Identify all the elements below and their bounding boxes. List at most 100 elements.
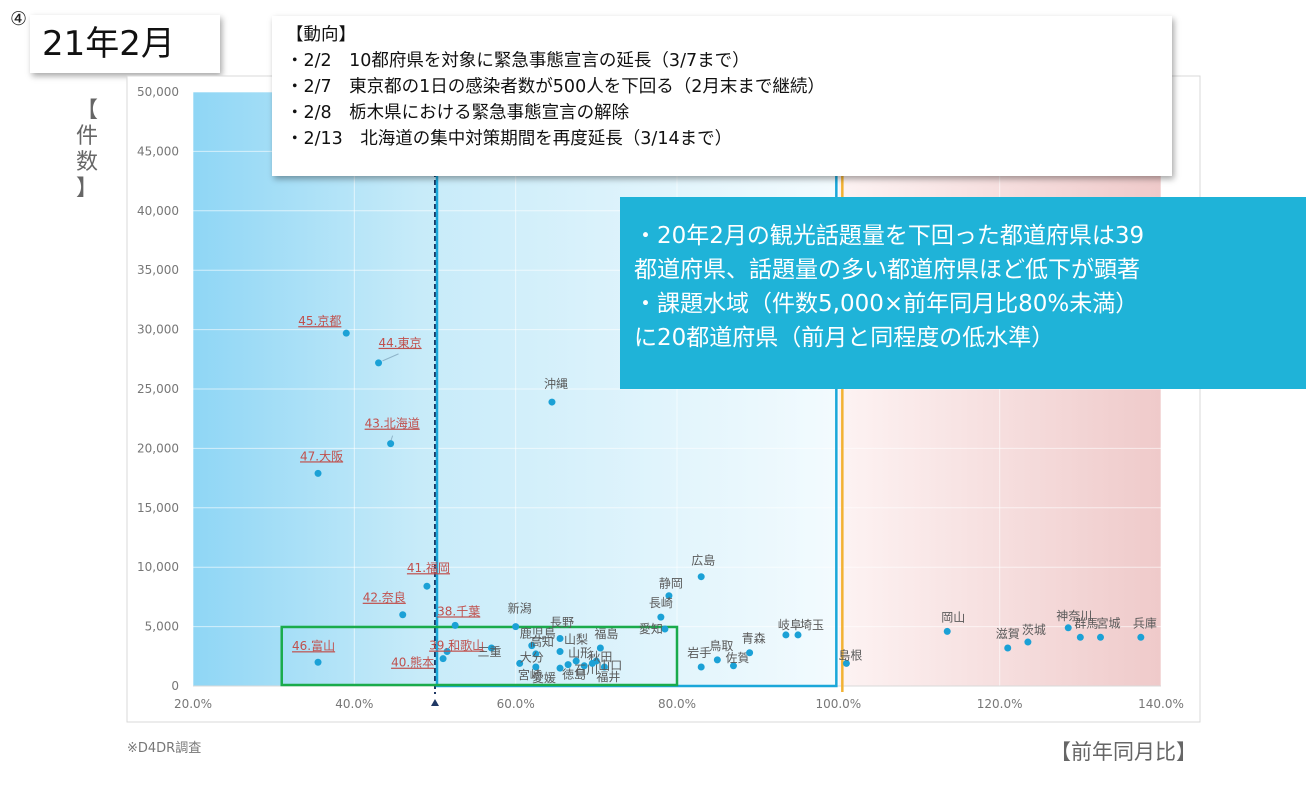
data-point [532,663,540,671]
data-label: 鳥取 [709,638,733,653]
data-label: 42.奈良 [363,590,406,605]
data-label: 秋田 [588,650,612,664]
data-label: 愛媛 [532,671,556,685]
problem-zone-box [280,625,679,687]
data-label: 38.千葉 [437,604,480,618]
data-point [314,658,322,666]
data-point [532,650,540,658]
data-point [943,627,951,635]
x-tick-label: 100.0% [815,697,861,711]
data-label: 山口 [598,658,622,672]
data-point [342,329,350,337]
data-point [423,582,431,590]
data-point [1097,633,1104,641]
data-point [665,592,673,600]
data-label: 群馬 [1074,616,1098,630]
data-label: 大分 [520,650,544,664]
data-label: 茨城 [1022,623,1046,637]
y-tick-label: 0 [171,679,179,693]
data-point [556,664,564,672]
trend-item: ・2/2 10都府県を対象に緊急事態宣言の延長（3/7まで） [286,51,750,71]
data-label: 41.福岡 [407,560,450,575]
data-label: 40.熊本 [391,655,434,670]
callout-line: ・課題水域（件数5,000×前年同月比80%未満） [634,291,1139,317]
data-point [746,649,754,657]
data-label: 岐阜 [778,618,802,632]
data-label: 39.和歌山 [429,638,484,653]
x-tick-label: 60.0% [497,697,535,711]
x-tick-label: 20.0% [174,697,212,711]
data-label: 三重 [477,645,501,659]
data-point [516,659,524,667]
data-point [564,661,572,669]
data-point [600,663,608,671]
data-point [842,659,850,667]
callout-line: に20都道府県（前月と同程度の低水準） [634,325,1055,351]
data-label: 徳島 [562,667,586,682]
data-label: 島根 [838,647,862,662]
data-point [512,623,520,631]
data-label: 兵庫 [1133,616,1157,630]
data-point [1137,633,1145,641]
trend-item: ・2/7 東京都の1日の感染者数が500人を下回る（2月末まで継続） [286,77,825,97]
data-label: 宮城 [1097,615,1121,630]
data-label: 山形 [568,646,592,660]
data-point [580,662,588,670]
data-point [1004,644,1012,652]
data-label: 宮崎 [518,667,542,682]
data-point [556,634,564,642]
callout-line: 都道府県、話題量の多い都道府県ほど低下が顕著 [634,257,1140,283]
y-tick-label: 50,000 [137,85,179,99]
data-point [596,644,604,652]
data-point [1076,633,1084,641]
data-label: 44.東京 [379,336,422,350]
y-tick-label: 5,000 [145,620,179,634]
data-point [487,644,495,652]
trend-item: ・2/8 栃木県における緊急事態宣言の解除 [286,103,630,123]
y-tick-label: 25,000 [137,382,179,396]
trend-heading: 【動向】 [286,25,356,45]
y-tick-label: 15,000 [137,501,179,515]
data-label: 岡山 [941,610,965,624]
data-point [729,662,737,670]
data-point [1024,638,1032,646]
page-title: 21年2月 [30,15,220,73]
data-point [443,648,451,656]
data-point [588,659,596,667]
data-point [528,642,536,650]
data-label: 新潟 [508,601,532,616]
data-label: 46.富山 [292,638,335,653]
data-label: 長崎 [649,596,673,610]
y-tick-label: 20,000 [137,441,179,455]
data-point [375,359,383,367]
data-label: 広島 [691,553,715,568]
trend-item: ・2/13 北海道の集中対策期間を再度延長（3/14まで） [286,129,733,149]
data-point [661,625,669,633]
data-label: 佐賀 [725,651,749,665]
threshold-marker-triangle [431,699,439,706]
data-label: 静岡 [659,577,683,591]
y-tick-label: 45,000 [137,144,179,158]
data-label: 長野 [550,615,574,629]
data-point [556,648,564,656]
data-label: 沖縄 [544,376,568,391]
data-label: 神奈川 [1056,609,1092,623]
callout-line: ・20年2月の観光話題量を下回った都道府県は39 [634,223,1145,249]
summary-callout: ・20年2月の観光話題量を下回った都道府県は39 都道府県、話題量の多い都道府県… [620,197,1306,389]
data-label: 高知 [530,634,554,649]
x-tick-label: 40.0% [335,697,373,711]
data-point [572,657,580,665]
x-axis-label: 【前年同月比】 [1050,740,1197,764]
data-label: 岩手 [687,645,711,660]
trend-box: 【動向】 ・2/2 10都府県を対象に緊急事態宣言の延長（3/7まで） ・2/7… [272,16,1172,176]
data-label: 45.京都 [298,314,341,328]
data-point [794,631,802,639]
x-tick-label: 120.0% [977,697,1023,711]
data-point [697,573,705,581]
data-label: 47.大阪 [300,449,343,463]
y-tick-label: 40,000 [137,204,179,218]
data-label: 福井 [596,669,620,684]
data-label: 青森 [742,631,766,646]
data-label: 山梨 [564,633,588,647]
data-label: 愛知 [639,622,663,636]
